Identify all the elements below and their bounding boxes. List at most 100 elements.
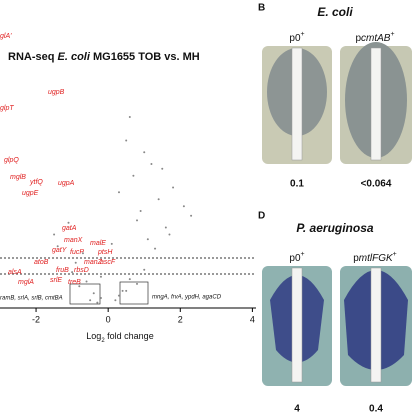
gene-label: gatY [52,247,68,254]
point [114,299,117,302]
etest-strip [291,267,303,383]
annotation: ramB, srlA, srlB, cmtBA [0,296,63,302]
point [89,299,92,302]
point [161,167,164,170]
point [136,219,139,222]
point [125,289,128,292]
x-tick-label: 4 [250,314,255,324]
strain-part: cmtAB [361,33,391,44]
mic-value: 0.4 [369,404,383,415]
gene-label: mglA [18,279,34,286]
point [157,198,160,201]
gene-label: atoB [34,259,49,266]
point [74,261,77,264]
panel-title: P. aeruginosa [296,221,373,235]
plate [340,42,412,164]
x-axis-label: Log2 fold change [86,331,153,343]
gene-label: mglB [10,174,26,181]
gene-label: manX [64,237,83,244]
gene-label: ugpE [22,190,39,197]
strain-part: p0 [289,253,301,264]
panel-title: E. coli [317,5,353,19]
strain-part: + [301,251,305,258]
gene-label: ugpA [58,180,75,187]
point [154,247,157,250]
point [78,285,81,288]
x-tick-label: -2 [32,314,40,324]
highlight-box [69,283,101,305]
x-tick-label: 0 [106,314,111,324]
strain: pcmtAB+ [355,31,394,44]
point [128,278,131,281]
strain-part: p [355,33,361,44]
mic-value: 0.1 [290,179,304,190]
title-part: MG1655 TOB vs. MH [90,51,200,63]
mic-value: 4 [294,404,300,415]
strain-part: mtlFGK [359,253,394,264]
point [117,191,120,194]
label-part: 2 [101,338,105,344]
point [143,268,146,271]
point [125,139,128,142]
gene-label: rbsD [74,267,89,274]
point [92,292,95,295]
gene-label: ptsH [97,249,113,256]
point [172,186,175,189]
point [143,151,146,154]
point [53,233,56,236]
point [164,226,167,229]
point [132,174,135,177]
points [53,116,193,304]
strain-part: + [393,251,397,258]
gene-label: malE [90,240,106,247]
strain-part: p [353,253,359,264]
point [56,245,59,248]
gene-label: fruB [56,267,69,274]
gene-label: manZ [84,259,103,266]
title-part: E. coli [58,51,91,63]
gene-label: alsA [8,269,22,276]
gene-label: ascF [100,259,116,266]
point [128,116,131,118]
point [96,301,99,304]
point [175,257,178,259]
title-part: RNA-seq [8,51,58,63]
strain: pmtlFGK+ [353,251,397,264]
gene-label: glpQ [4,157,19,164]
point [99,275,102,278]
label-part: Log [86,331,101,341]
point [182,205,185,208]
point [121,289,124,292]
strain-part: + [390,31,394,38]
point [81,252,84,255]
mic-value: <0.064 [361,179,392,190]
point [190,214,193,217]
plate [262,46,332,164]
point [150,163,153,165]
point [99,296,102,299]
annotation: mngA, frvA, ypdH, agaCD [152,295,222,301]
point [168,233,171,236]
label-part: fold change [105,331,154,341]
point [117,294,120,297]
etest-strip [370,267,382,383]
point [146,238,149,241]
strain-part: + [301,31,305,38]
point [85,280,88,283]
plate [262,266,332,386]
point [136,282,139,285]
panel-letter: D [258,211,265,222]
strain: p0+ [289,31,304,44]
gene-label: fucP [70,249,84,256]
point [67,221,70,224]
gene-label: glpT [0,105,14,112]
etest-strip [291,47,303,161]
point [139,210,142,212]
gene-label: ugpB [48,89,65,96]
gene-label: treB [68,279,81,286]
x-tick-label: 2 [178,314,183,324]
strain: p0+ [289,251,304,264]
